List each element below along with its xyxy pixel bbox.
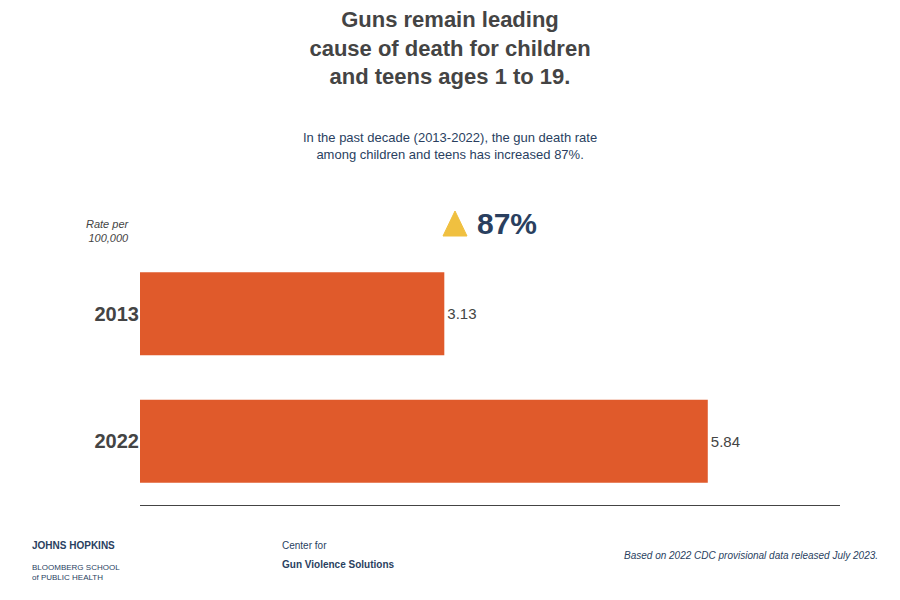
svg-text:Gun Violence Solutions: Gun Violence Solutions <box>282 559 394 570</box>
svg-text:Based on 2022 CDC provisional: Based on 2022 CDC provisional data relea… <box>624 550 878 561</box>
svg-text:Center for: Center for <box>282 540 327 551</box>
svg-text:Guns remain leadingcause of de: Guns remain leadingcause of death for ch… <box>309 7 590 89</box>
svg-text:In the past decade (2013-2022): In the past decade (2013-2022), the gun … <box>303 130 597 162</box>
svg-text:JOHNS HOPKINS: JOHNS HOPKINS <box>32 540 115 551</box>
svg-text:Rate per100,000: Rate per100,000 <box>86 218 130 244</box>
svg-text:2013: 2013 <box>95 303 140 325</box>
svg-text:2022: 2022 <box>95 430 140 452</box>
svg-text:3.13: 3.13 <box>447 305 476 322</box>
svg-text:BLOOMBERG SCHOOLof PUBLIC HEAL: BLOOMBERG SCHOOLof PUBLIC HEALTH <box>32 563 120 582</box>
svg-text:5.84: 5.84 <box>711 433 740 450</box>
svg-text:87%: 87% <box>477 207 537 240</box>
